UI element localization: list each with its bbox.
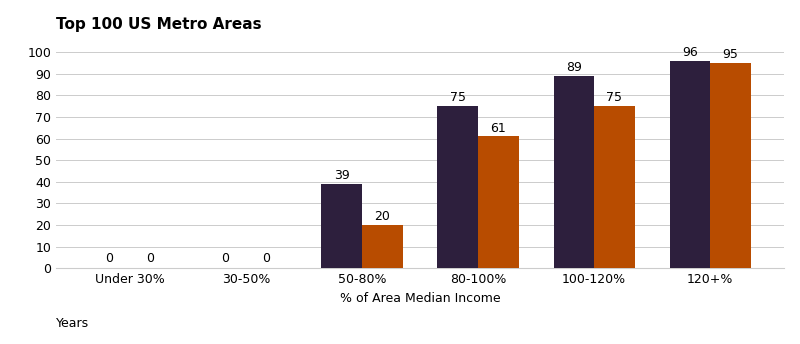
Text: 0: 0 bbox=[222, 252, 230, 265]
Text: Years: Years bbox=[56, 317, 89, 330]
Text: 0: 0 bbox=[106, 252, 114, 265]
Text: 95: 95 bbox=[722, 48, 738, 61]
Bar bbox=[554, 76, 594, 268]
Text: 89: 89 bbox=[566, 61, 582, 74]
Bar bbox=[710, 63, 751, 268]
Text: 61: 61 bbox=[490, 122, 506, 135]
Bar bbox=[594, 106, 635, 268]
Text: 96: 96 bbox=[682, 46, 698, 59]
Text: 0: 0 bbox=[262, 252, 270, 265]
Text: Top 100 US Metro Areas: Top 100 US Metro Areas bbox=[56, 17, 262, 32]
Bar bbox=[478, 137, 518, 268]
X-axis label: % of Area Median Income: % of Area Median Income bbox=[340, 292, 500, 305]
Text: 75: 75 bbox=[606, 92, 622, 105]
Text: 75: 75 bbox=[450, 92, 466, 105]
Bar bbox=[670, 61, 710, 268]
Text: 20: 20 bbox=[374, 210, 390, 223]
Bar bbox=[322, 184, 362, 268]
Bar bbox=[438, 106, 478, 268]
Text: 0: 0 bbox=[146, 252, 154, 265]
Text: 39: 39 bbox=[334, 169, 350, 182]
Bar bbox=[362, 225, 402, 268]
